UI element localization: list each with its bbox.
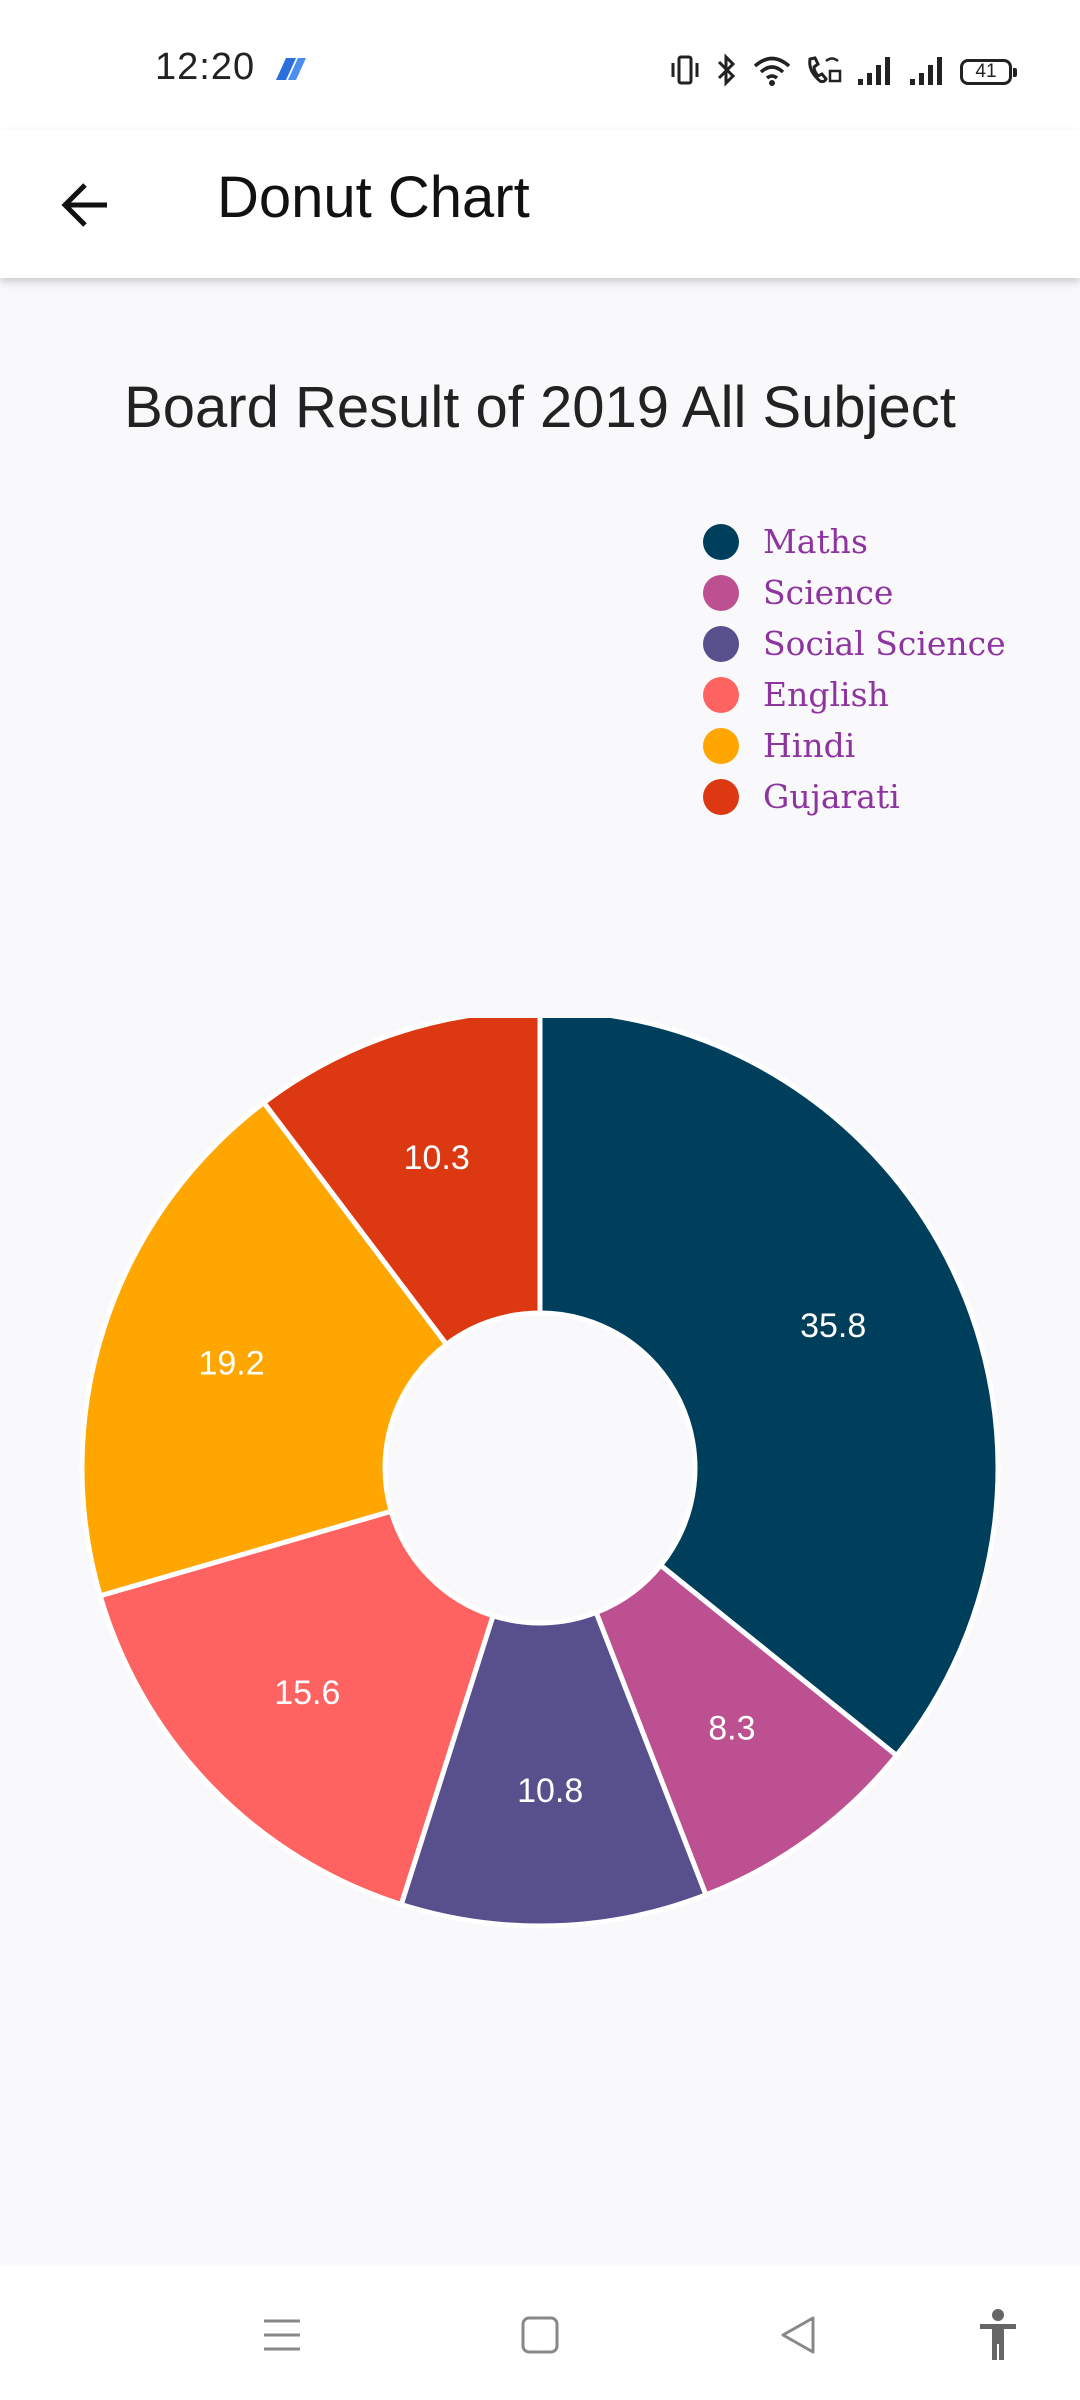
donut-slice-gujarati[interactable]: [260, 1018, 543, 1348]
legend-label: English: [763, 675, 889, 714]
legend-swatch: [703, 676, 739, 713]
legend-label: Gujarati: [763, 777, 900, 816]
legend-item[interactable]: Science: [703, 567, 1006, 618]
slice-value-label: 8.3: [708, 1709, 755, 1747]
chart-container: Board Result of 2019 All Subject Maths S…: [0, 278, 1080, 2265]
vibrate-icon: [668, 53, 702, 92]
legend-item[interactable]: Gujarati: [703, 771, 1006, 822]
legend-label: Science: [763, 573, 894, 612]
back-nav-button[interactable]: [758, 2295, 838, 2375]
status-icons: 41: [668, 50, 1017, 94]
accessibility-button[interactable]: [958, 2295, 1038, 2375]
slice-value-label: 10.3: [404, 1139, 470, 1177]
legend-swatch: [703, 727, 739, 764]
bluetooth-icon: [714, 52, 740, 92]
home-square-icon: [521, 2316, 559, 2354]
donut-slice-english[interactable]: [97, 1508, 497, 1908]
legend-swatch: [703, 778, 739, 815]
chart-legend: Maths Science Social Science English Hin…: [703, 516, 1006, 822]
status-bar: 12:20: [0, 0, 1080, 130]
chart-title: Board Result of 2019 All Subject: [124, 375, 956, 440]
recent-apps-button[interactable]: [242, 2295, 322, 2375]
back-triangle-icon: [781, 2316, 815, 2354]
legend-label: Maths: [763, 522, 868, 561]
legend-item[interactable]: Hindi: [703, 720, 1006, 771]
app-bar: Donut Chart: [0, 130, 1080, 278]
slice-value-label: 10.8: [517, 1772, 583, 1810]
donut-slice-social-science[interactable]: [398, 1609, 710, 1929]
legend-label: Hindi: [763, 726, 856, 765]
menu-icon: [264, 2319, 300, 2351]
wifi-icon: [752, 53, 792, 92]
app-notification-icon: [272, 54, 310, 89]
accessibility-icon: [980, 2309, 1016, 2360]
legend-label: Social Science: [763, 624, 1006, 663]
arrow-back-icon: [61, 183, 107, 227]
battery-level: 41: [975, 61, 997, 82]
donut-chart: 35.8 8.3 10.8 15.6 19.2 10.3: [79, 1018, 1001, 1929]
system-nav-bar: [0, 2265, 1080, 2400]
page-title: Donut Chart: [217, 165, 530, 230]
slice-value-label: 19.2: [198, 1345, 264, 1383]
home-button[interactable]: [500, 2295, 580, 2375]
donut-slice-science[interactable]: [592, 1561, 901, 1899]
legend-item[interactable]: Maths: [703, 516, 1006, 567]
legend-swatch: [703, 523, 739, 560]
donut-slice-maths[interactable]: [537, 1018, 1001, 1760]
legend-swatch: [703, 625, 739, 662]
status-time: 12:20: [155, 46, 256, 88]
signal-icon: [856, 53, 896, 92]
legend-swatch: [703, 574, 739, 611]
wifi-calling-icon: [804, 53, 844, 92]
legend-item[interactable]: English: [703, 669, 1006, 720]
legend-item[interactable]: Social Science: [703, 618, 1006, 669]
signal-icon: [908, 53, 948, 92]
battery-icon: 41: [960, 59, 1017, 85]
slice-value-label: 15.6: [274, 1674, 340, 1712]
slice-value-label: 35.8: [800, 1307, 866, 1345]
back-button[interactable]: [40, 160, 130, 250]
